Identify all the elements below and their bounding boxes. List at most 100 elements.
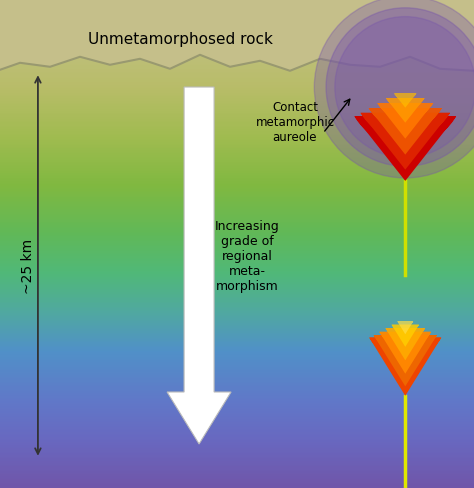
Bar <box>0 333 474 335</box>
Bar <box>0 141 474 143</box>
Bar <box>0 183 474 185</box>
Bar <box>0 216 474 218</box>
Bar <box>0 463 474 465</box>
Bar <box>0 426 474 428</box>
Bar <box>0 416 474 418</box>
Polygon shape <box>397 322 413 335</box>
Bar <box>0 32 474 34</box>
Bar <box>0 453 474 455</box>
Bar <box>0 429 474 431</box>
Bar <box>0 340 474 342</box>
Bar <box>0 81 474 83</box>
Bar <box>0 244 474 245</box>
Polygon shape <box>355 117 456 182</box>
Bar <box>0 179 474 181</box>
Bar <box>0 273 474 275</box>
Bar <box>0 208 474 210</box>
Bar <box>0 0 474 1</box>
Bar <box>0 131 474 133</box>
Bar <box>0 71 474 73</box>
Bar <box>0 122 474 123</box>
Bar <box>0 200 474 202</box>
Bar <box>0 361 474 363</box>
Bar <box>0 60 474 62</box>
Bar <box>0 457 474 459</box>
Bar <box>0 486 474 488</box>
Bar <box>0 338 474 340</box>
Bar <box>0 305 474 307</box>
Bar <box>0 400 474 402</box>
Bar <box>0 24 474 26</box>
Bar <box>0 63 474 65</box>
Bar <box>0 312 474 314</box>
Bar <box>0 395 474 397</box>
Bar <box>0 89 474 91</box>
Bar <box>0 232 474 234</box>
Bar <box>0 304 474 306</box>
Bar <box>0 356 474 358</box>
Bar <box>0 391 474 394</box>
Bar <box>0 481 474 483</box>
Bar <box>0 221 474 223</box>
Polygon shape <box>369 109 442 155</box>
Bar <box>0 380 474 382</box>
Bar <box>0 64 474 67</box>
Bar <box>0 69 474 72</box>
Bar <box>0 218 474 220</box>
Polygon shape <box>0 0 474 76</box>
Bar <box>0 107 474 109</box>
Bar <box>0 230 474 233</box>
Bar <box>0 242 474 244</box>
Bar <box>0 196 474 199</box>
Bar <box>0 186 474 189</box>
Bar <box>0 297 474 299</box>
Bar <box>0 323 474 325</box>
Bar <box>0 115 474 117</box>
Bar <box>0 146 474 148</box>
Bar <box>0 96 474 98</box>
Bar <box>0 201 474 203</box>
Bar <box>0 396 474 399</box>
Bar <box>0 260 474 262</box>
Bar <box>0 14 474 16</box>
Bar <box>0 351 474 353</box>
Bar <box>0 13 474 15</box>
Bar <box>0 386 474 389</box>
Bar <box>0 206 474 208</box>
Bar <box>0 128 474 130</box>
Bar <box>0 281 474 283</box>
Bar <box>0 440 474 443</box>
Bar <box>0 258 474 260</box>
Bar <box>0 447 474 449</box>
Bar <box>0 476 474 478</box>
Bar <box>0 317 474 319</box>
Bar <box>0 147 474 150</box>
Bar <box>0 263 474 265</box>
Bar <box>0 162 474 164</box>
Bar <box>0 257 474 259</box>
Bar <box>0 398 474 400</box>
Bar <box>0 237 474 239</box>
Bar <box>0 427 474 429</box>
Bar <box>0 209 474 211</box>
Bar <box>0 343 474 345</box>
Bar <box>0 437 474 439</box>
Polygon shape <box>385 328 425 361</box>
Bar <box>0 308 474 311</box>
Polygon shape <box>361 114 450 170</box>
Bar <box>0 1 474 3</box>
Bar <box>0 301 474 303</box>
Bar <box>0 25 474 28</box>
Bar <box>0 359 474 361</box>
Bar <box>0 165 474 167</box>
Bar <box>0 411 474 413</box>
Bar <box>0 458 474 460</box>
Bar <box>0 419 474 421</box>
Bar <box>0 336 474 338</box>
Bar <box>0 180 474 182</box>
Bar <box>0 445 474 447</box>
Bar <box>0 185 474 187</box>
Polygon shape <box>369 338 441 396</box>
Bar <box>0 84 474 86</box>
Bar <box>0 448 474 450</box>
